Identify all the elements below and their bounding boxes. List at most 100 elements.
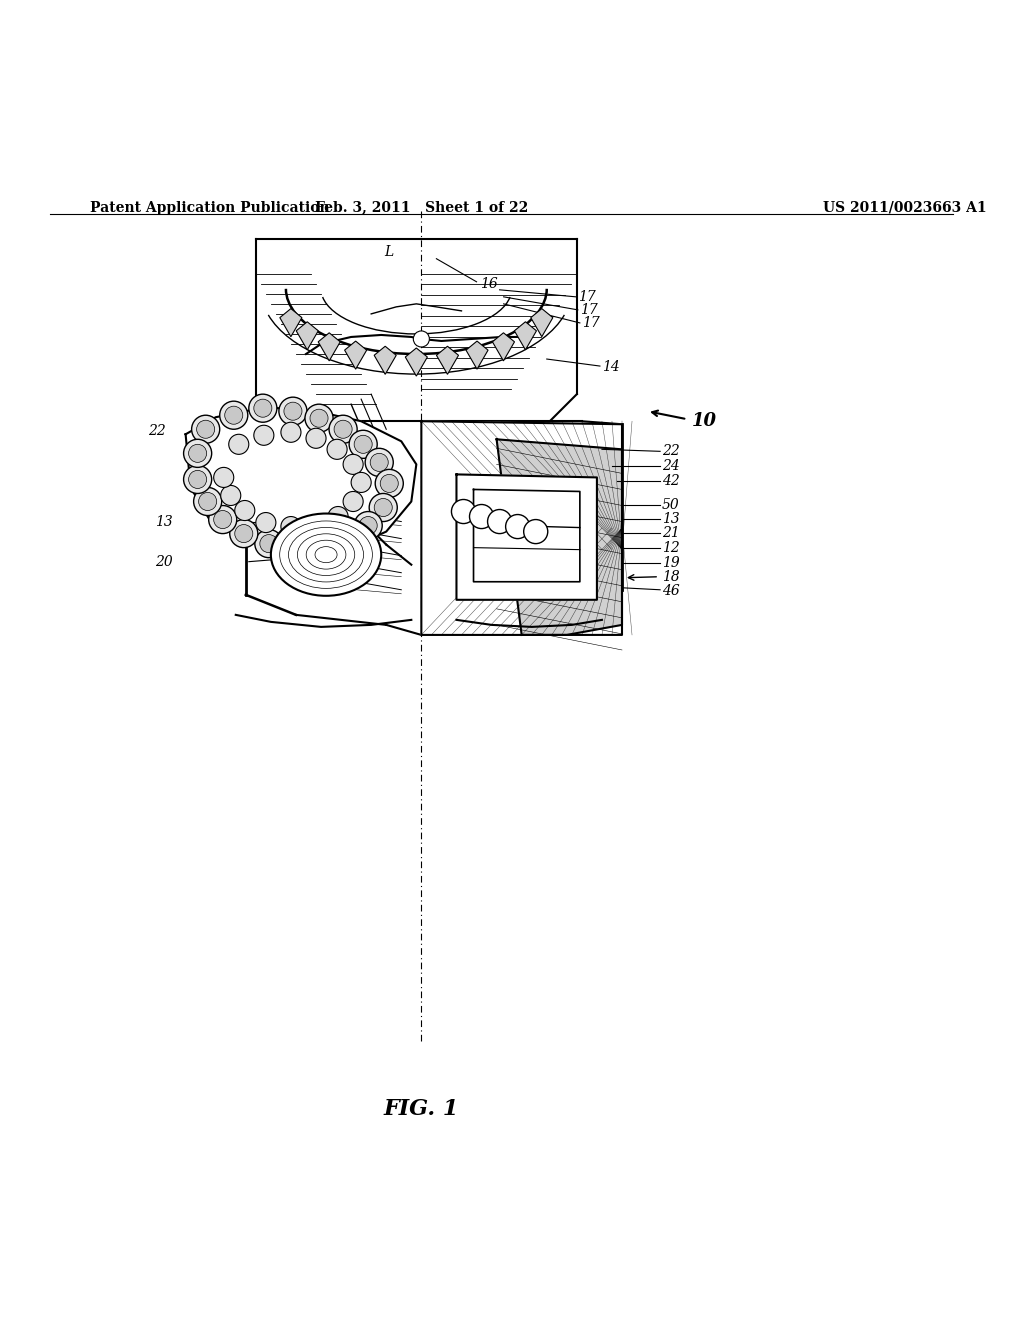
- Circle shape: [254, 425, 273, 445]
- Polygon shape: [530, 309, 553, 337]
- Circle shape: [260, 535, 278, 553]
- Text: 22: 22: [148, 424, 166, 438]
- Circle shape: [349, 430, 377, 458]
- Text: 22: 22: [663, 445, 680, 458]
- Text: 17: 17: [580, 302, 598, 317]
- Circle shape: [380, 474, 398, 492]
- Circle shape: [452, 499, 475, 524]
- Polygon shape: [345, 341, 367, 370]
- Circle shape: [249, 395, 276, 422]
- Polygon shape: [473, 490, 580, 582]
- Text: US 2011/0023663 A1: US 2011/0023663 A1: [822, 201, 986, 215]
- Circle shape: [279, 397, 307, 425]
- Circle shape: [255, 529, 283, 557]
- Text: Patent Application Publication: Patent Application Publication: [90, 201, 330, 215]
- Circle shape: [354, 436, 372, 453]
- Circle shape: [374, 499, 392, 516]
- Polygon shape: [466, 341, 488, 370]
- Circle shape: [328, 507, 348, 527]
- Circle shape: [309, 532, 337, 561]
- Circle shape: [224, 407, 243, 424]
- Circle shape: [366, 449, 393, 477]
- Polygon shape: [318, 333, 340, 360]
- Text: 12: 12: [663, 541, 680, 554]
- Circle shape: [334, 420, 352, 438]
- Circle shape: [375, 470, 403, 498]
- Circle shape: [234, 524, 253, 543]
- Text: 24: 24: [663, 459, 680, 474]
- Polygon shape: [497, 440, 622, 635]
- Circle shape: [329, 416, 357, 444]
- Polygon shape: [514, 322, 537, 350]
- Text: 17: 17: [578, 290, 596, 304]
- Circle shape: [487, 510, 512, 533]
- Circle shape: [214, 511, 231, 528]
- Circle shape: [343, 491, 364, 512]
- Text: 16: 16: [479, 277, 498, 290]
- Circle shape: [310, 409, 328, 428]
- Text: 14: 14: [602, 360, 620, 374]
- Text: Feb. 3, 2011   Sheet 1 of 22: Feb. 3, 2011 Sheet 1 of 22: [314, 201, 528, 215]
- Circle shape: [314, 537, 332, 556]
- Circle shape: [371, 453, 388, 471]
- Circle shape: [339, 531, 357, 549]
- Polygon shape: [280, 309, 302, 337]
- Circle shape: [197, 420, 215, 438]
- Circle shape: [234, 500, 255, 520]
- Text: 13: 13: [156, 515, 173, 528]
- Circle shape: [183, 440, 212, 467]
- Circle shape: [229, 520, 258, 548]
- Circle shape: [284, 403, 302, 420]
- Circle shape: [354, 512, 382, 540]
- Circle shape: [343, 454, 364, 474]
- Text: 18: 18: [663, 570, 680, 583]
- Circle shape: [220, 401, 248, 429]
- Text: 46: 46: [663, 583, 680, 598]
- Text: 50: 50: [663, 498, 680, 512]
- Circle shape: [228, 434, 249, 454]
- Text: 19: 19: [663, 556, 680, 570]
- Circle shape: [414, 331, 429, 347]
- Circle shape: [334, 525, 362, 553]
- Circle shape: [359, 516, 377, 535]
- Circle shape: [188, 445, 207, 462]
- Circle shape: [281, 516, 301, 537]
- Polygon shape: [185, 407, 417, 549]
- Polygon shape: [493, 333, 514, 360]
- Circle shape: [183, 466, 212, 494]
- Text: 21: 21: [663, 525, 680, 540]
- Circle shape: [287, 539, 305, 557]
- Polygon shape: [421, 421, 622, 635]
- Circle shape: [523, 520, 548, 544]
- Circle shape: [506, 515, 529, 539]
- Circle shape: [199, 492, 217, 511]
- Circle shape: [191, 416, 220, 444]
- Circle shape: [281, 422, 301, 442]
- Polygon shape: [296, 322, 318, 350]
- Circle shape: [470, 504, 494, 528]
- Polygon shape: [436, 346, 459, 375]
- Text: 17: 17: [582, 315, 600, 330]
- Polygon shape: [406, 348, 427, 376]
- Circle shape: [254, 399, 272, 417]
- Circle shape: [306, 515, 326, 535]
- Text: FIG. 1: FIG. 1: [384, 1098, 459, 1121]
- Text: 42: 42: [663, 474, 680, 488]
- Circle shape: [306, 428, 326, 449]
- Circle shape: [327, 440, 347, 459]
- Circle shape: [214, 467, 233, 487]
- Text: 13: 13: [663, 512, 680, 525]
- Circle shape: [188, 470, 207, 488]
- Polygon shape: [457, 474, 597, 599]
- Circle shape: [282, 533, 310, 562]
- Polygon shape: [374, 346, 396, 375]
- Text: 20: 20: [156, 554, 173, 569]
- Text: 10: 10: [692, 412, 717, 430]
- Circle shape: [194, 487, 222, 516]
- Text: L: L: [384, 244, 393, 259]
- Circle shape: [209, 506, 237, 533]
- Circle shape: [351, 473, 371, 492]
- Circle shape: [256, 512, 275, 532]
- Circle shape: [370, 494, 397, 521]
- Circle shape: [305, 404, 333, 432]
